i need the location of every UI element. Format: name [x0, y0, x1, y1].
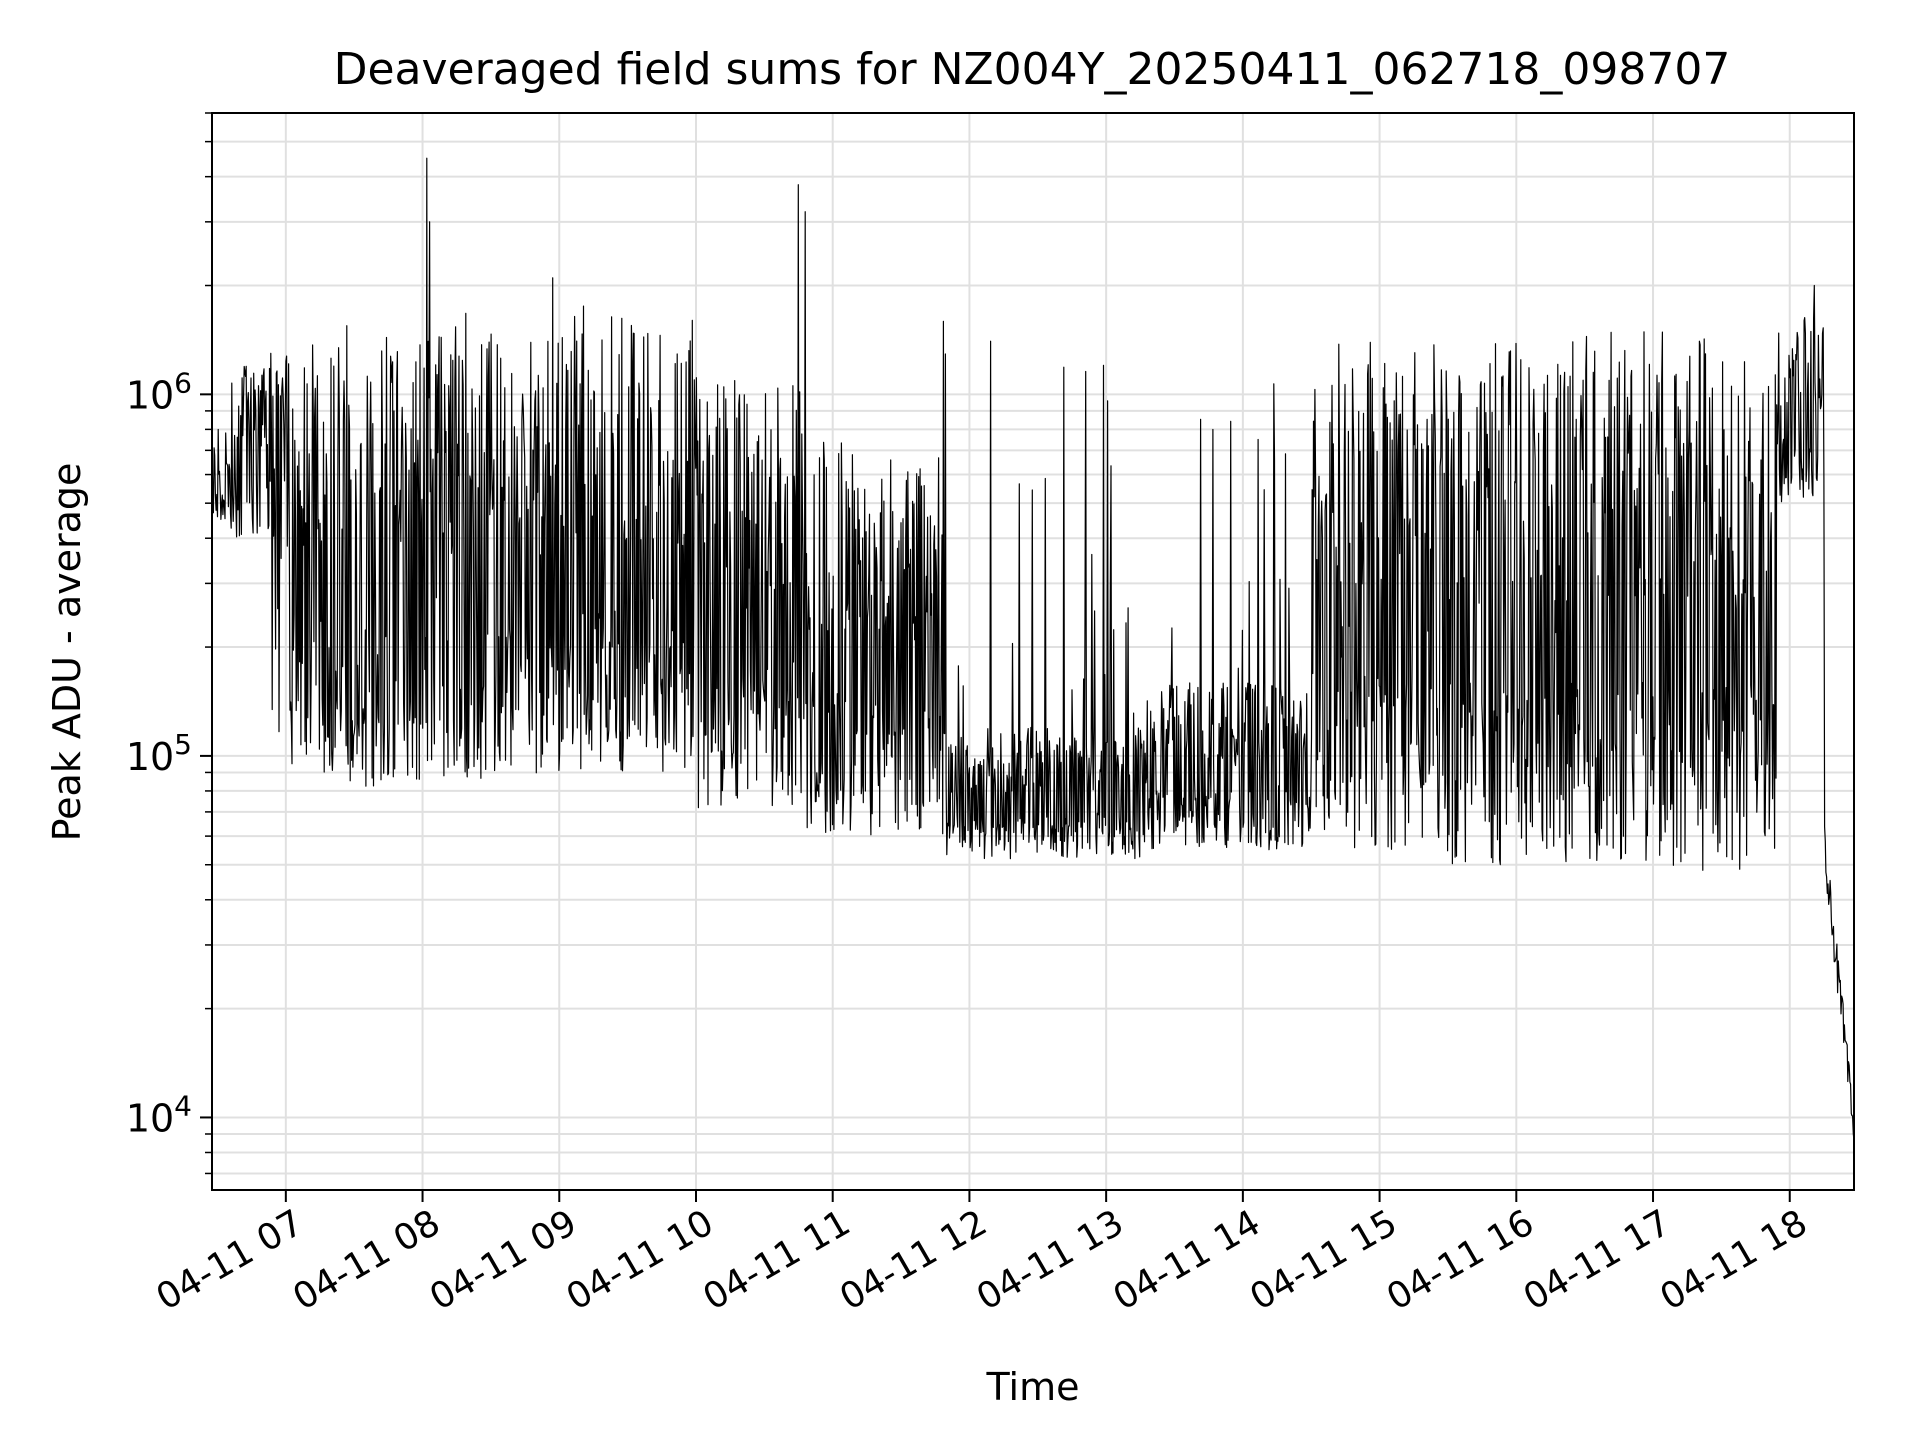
y-tick-label: 106: [126, 366, 192, 417]
y-tick-exponent: 5: [174, 728, 192, 761]
y-axis-label: Peak ADU - average: [45, 463, 89, 842]
y-tick-base: 10: [126, 735, 174, 779]
series-line: [211, 157, 1855, 1142]
data-series: [211, 157, 1855, 1142]
y-tick-label: 104: [126, 1089, 192, 1140]
y-tick-base: 10: [126, 1096, 174, 1140]
y-tick-exponent: 6: [174, 366, 192, 399]
y-tick-label: 105: [126, 728, 192, 779]
chart-title: Deaveraged field sums for NZ004Y_2025041…: [334, 44, 1731, 95]
y-tick-exponent: 4: [174, 1089, 192, 1122]
plot-frame: [211, 112, 1855, 1191]
y-tick-base: 10: [126, 373, 174, 417]
x-axis-label: Time: [986, 1365, 1080, 1409]
